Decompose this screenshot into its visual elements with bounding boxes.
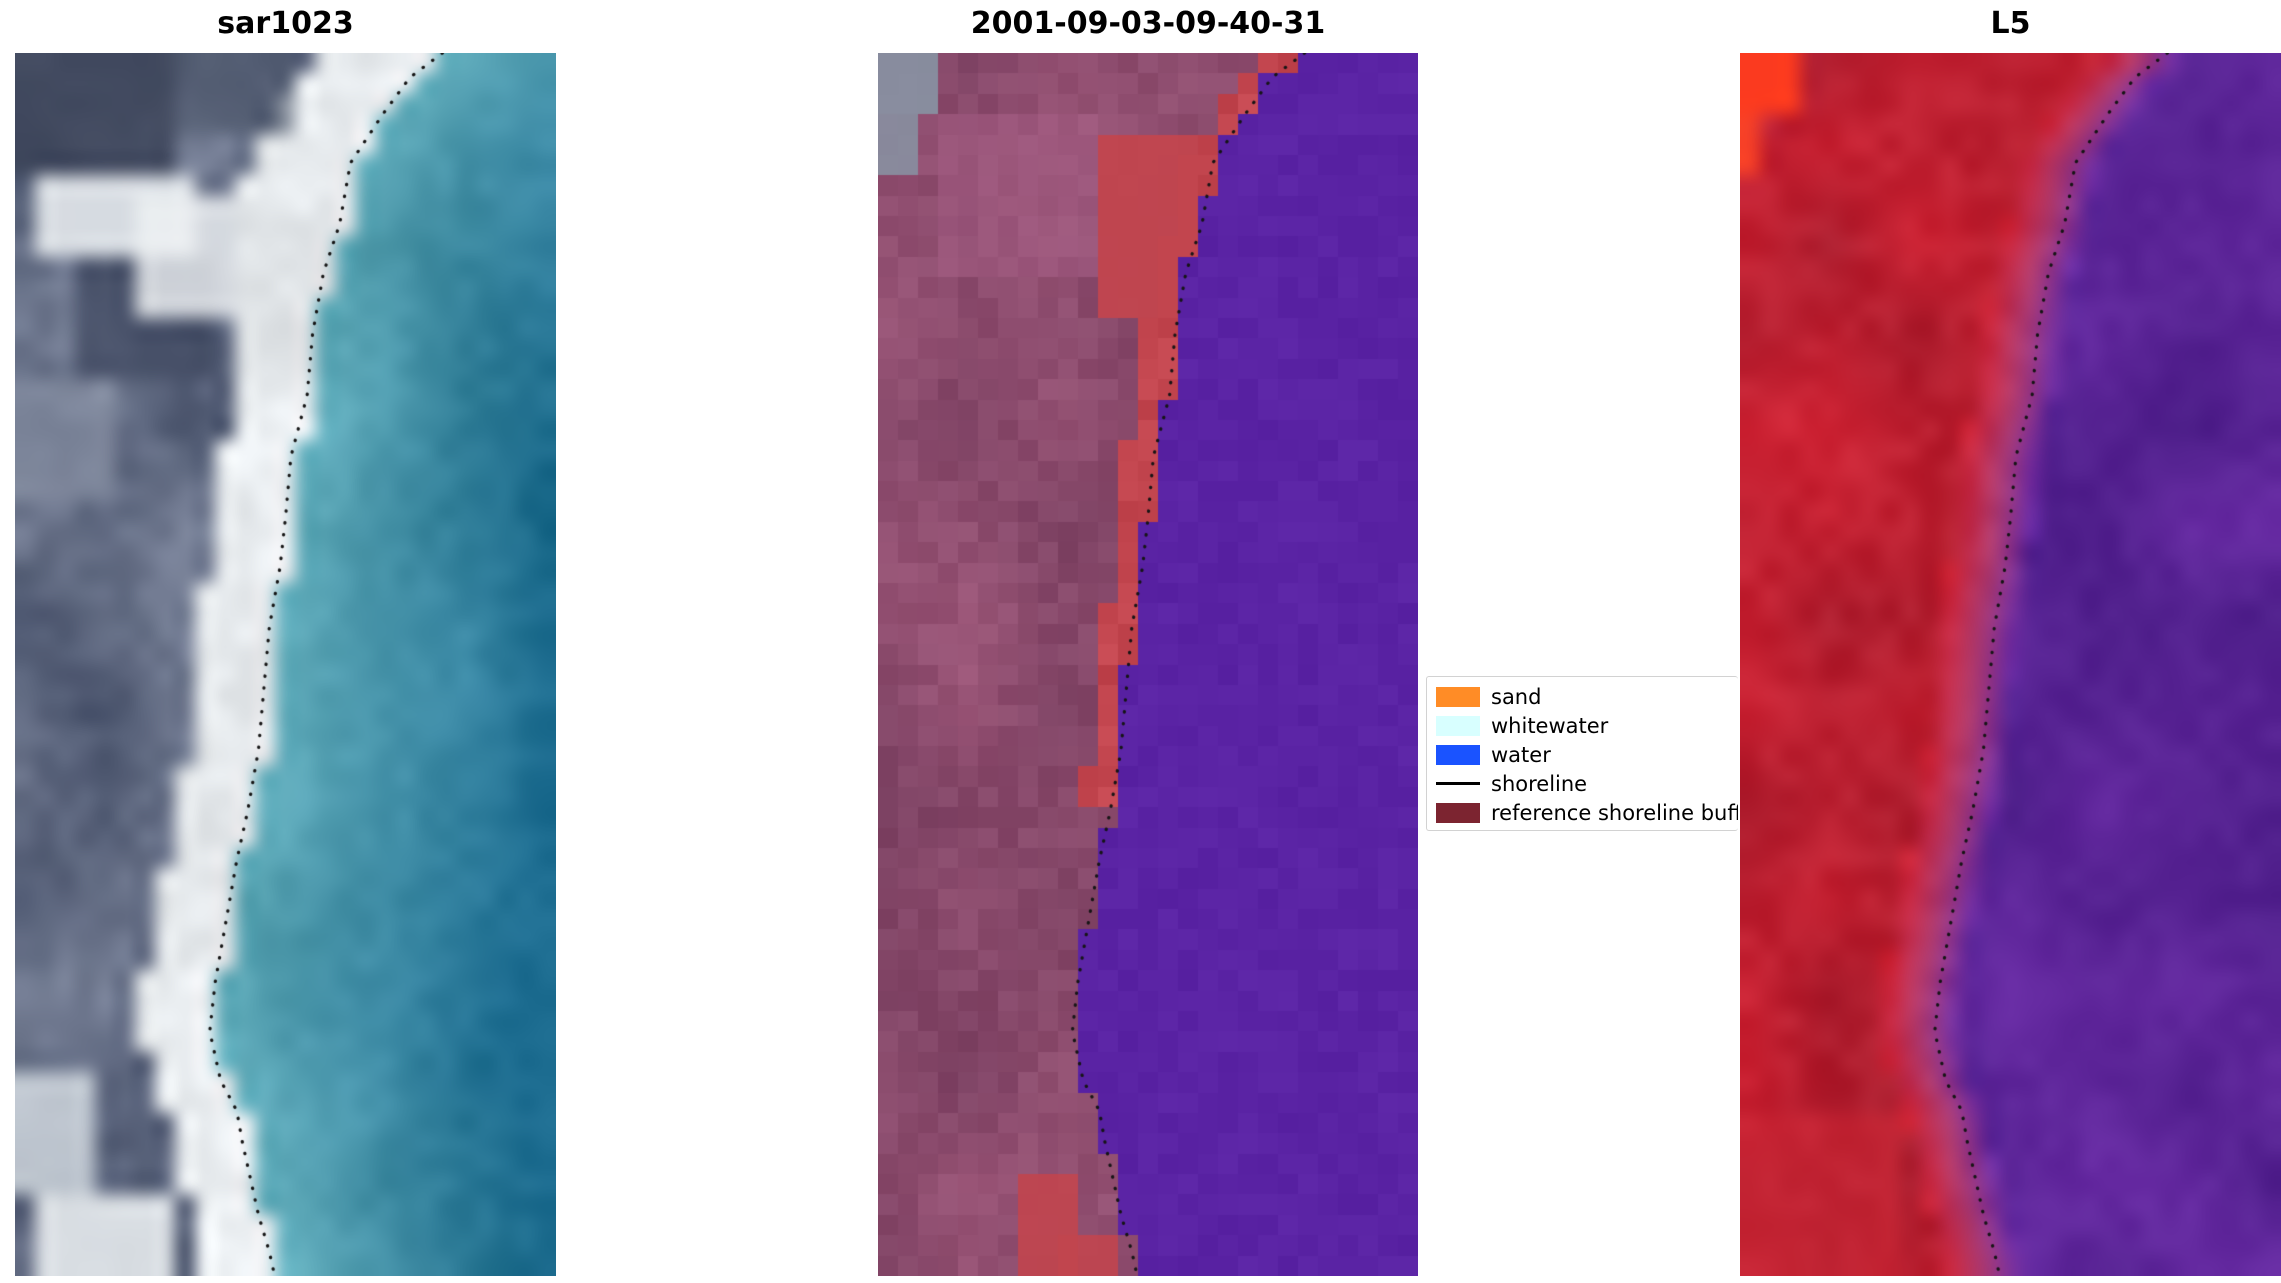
legend-label-shoreline: shoreline xyxy=(1491,771,1588,796)
shoreline-line-swatch xyxy=(1436,782,1480,785)
legend-item-shoreline: shoreline xyxy=(1436,769,1738,798)
legend-item-reference-shoreline-buffer: reference shoreline buffer xyxy=(1436,798,1738,827)
legend-label-sand: sand xyxy=(1491,684,1542,709)
sand-swatch xyxy=(1436,686,1480,707)
panel-title-classified-date: 2001-09-03-09-40-31 xyxy=(970,6,1326,41)
legend: sand whitewater water shoreline referenc… xyxy=(1426,676,1738,831)
legend-label-whitewater: whitewater xyxy=(1491,713,1609,738)
panel-title-sar1023: sar1023 xyxy=(217,6,354,41)
legend-item-water: water xyxy=(1436,740,1738,769)
reference-shoreline-buffer-swatch xyxy=(1436,802,1480,823)
legend-item-whitewater: whitewater xyxy=(1436,711,1738,740)
classified-image xyxy=(878,53,1418,1276)
sar-image xyxy=(15,53,556,1276)
legend-label-reference-shoreline-buffer: reference shoreline buffer xyxy=(1491,800,1738,825)
legend-item-sand: sand xyxy=(1436,682,1738,711)
panel-title-l5: L5 xyxy=(1990,6,2031,41)
whitewater-swatch xyxy=(1436,715,1480,736)
water-swatch xyxy=(1436,744,1480,765)
legend-label-water: water xyxy=(1491,742,1551,767)
l5-image xyxy=(1740,53,2281,1276)
